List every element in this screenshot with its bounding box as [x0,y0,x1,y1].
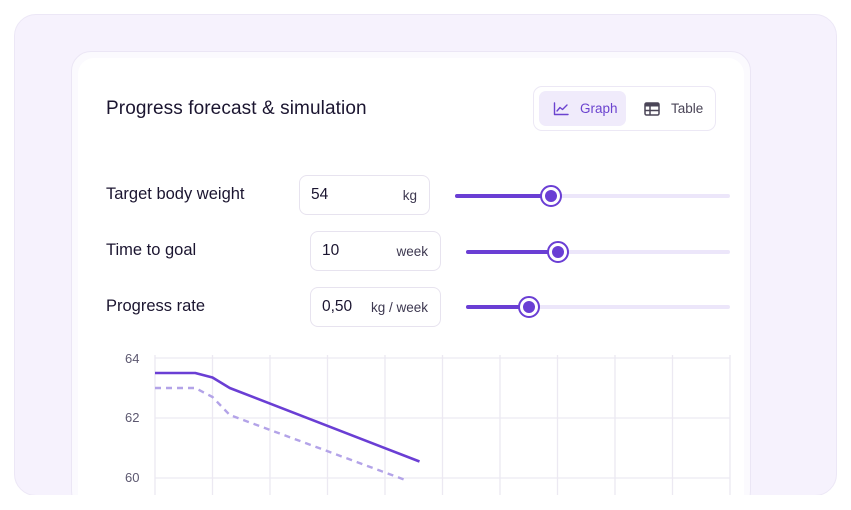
time-to-goal-unit: week [396,244,428,259]
y-tick-label: 62 [125,410,140,425]
slider-fill [466,305,530,309]
time-to-goal-slider[interactable] [466,240,730,264]
graph-tab-label: Graph [580,101,618,116]
slider-handle[interactable] [540,185,563,207]
slider-track [466,305,730,309]
slider-fill [466,250,559,254]
target-weight-label: Target body weight [106,185,245,203]
target-weight-slider[interactable] [455,184,730,208]
slider-fill [455,194,552,198]
progress-rate-value: 0,50 [322,298,353,315]
y-tick-label: 60 [125,470,140,485]
table-tab[interactable]: Table [630,91,714,126]
slider-handle[interactable] [547,241,570,263]
line-chart-icon [553,101,569,115]
table-tab-label: Table [671,101,704,116]
target-weight-unit: kg [402,188,417,203]
y-tick-label: 64 [125,351,140,366]
progress-rate-unit: kg / week [370,300,428,315]
time-to-goal-field[interactable]: 10 week [310,231,441,271]
progress-rate-field[interactable]: 0,50 kg / week [310,287,441,327]
target-weight-field[interactable]: 54 kg [299,175,430,215]
target-weight-value: 54 [311,186,329,203]
view-toggle: Graph Table [533,86,716,131]
slider-handle[interactable] [518,296,541,318]
graph-tab[interactable]: Graph [539,91,626,126]
page-title: Progress forecast & simulation [106,98,367,119]
progress-rate-slider[interactable] [466,295,730,319]
slider-track [455,194,730,198]
time-to-goal-value: 10 [322,242,340,259]
table-icon [644,101,660,116]
progress-rate-label: Progress rate [106,297,206,315]
time-to-goal-label: Time to goal [106,241,197,259]
slider-track [466,250,730,254]
